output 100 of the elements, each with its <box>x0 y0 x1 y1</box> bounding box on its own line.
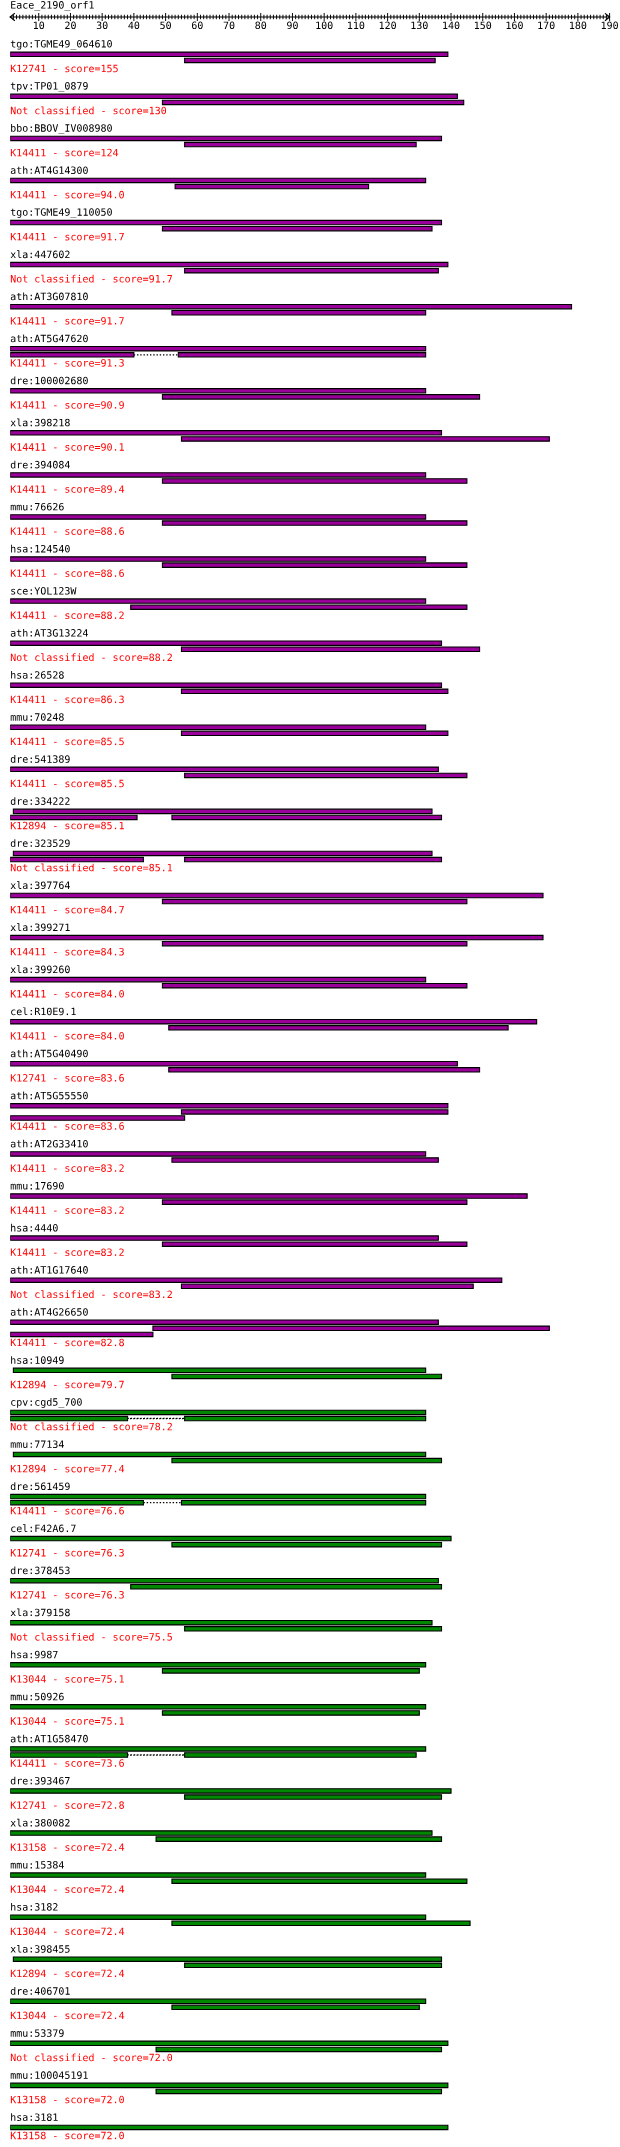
y-tick-label: dre:541389 <box>10 755 70 763</box>
y-tick-label: mmu:70248 <box>10 713 64 721</box>
x-tick-label: 100 <box>316 21 333 30</box>
annotation: K14411 - score=88.2 <box>10 611 124 620</box>
y-tick-label: ath:AT2G33410 <box>10 1139 88 1148</box>
y-tick-label: xla:399271 <box>10 923 70 932</box>
y-tick-label: xla:397764 <box>10 881 70 890</box>
x-tick-label: 140 <box>443 21 460 30</box>
annotation: K14411 - score=84.3 <box>10 947 124 956</box>
y-tick-label: ath:AT1G58470 <box>10 1734 88 1743</box>
x-tick-label: 190 <box>601 21 618 30</box>
y-tick-label: dre:561459 <box>10 1482 70 1491</box>
annotation: K14411 - score=88.6 <box>10 569 124 577</box>
annotation: K14411 - score=73.6 <box>10 1759 124 1767</box>
x-tick-label: 70 <box>223 21 235 30</box>
y-tick-label: tgo:TGME49_110050 <box>10 208 112 219</box>
y-tick-label: tpv:TP01_0879 <box>10 82 88 92</box>
annotation: K12894 - score=85.1 <box>10 821 124 830</box>
x-tick-label: 40 <box>128 21 140 30</box>
y-tick-label: cel:R10E9.1 <box>11 1007 76 1016</box>
y-tick-label: cel:F42A6.7 <box>11 1524 76 1533</box>
y-tick-label: xla:399260 <box>10 965 70 974</box>
y-tick-label: mmu:15384 <box>10 1861 64 1869</box>
annotation: Not classified - score=78.2 <box>10 1422 172 1431</box>
y-tick-label: ath:AT4G14300 <box>10 166 88 175</box>
annotation: K12741 - score=155 <box>10 64 118 73</box>
y-tick-label: mmu:53379 <box>10 2029 64 2037</box>
annotation: K14411 - score=88.6 <box>10 527 124 535</box>
y-tick-label: ath:AT3G07810 <box>10 292 88 301</box>
annotation: Not classified - score=85.1 <box>10 863 173 872</box>
x-tick-label: 60 <box>191 21 203 30</box>
annotation: K14411 - score=83.2 <box>10 1206 124 1214</box>
x-tick-label: 10 <box>33 21 45 30</box>
y-tick-label: hsa:3182 <box>11 1902 58 1911</box>
y-tick-label: mmu:77134 <box>10 1440 64 1449</box>
x-tick-label: 120 <box>379 21 396 30</box>
x-tick-label: 80 <box>255 21 267 30</box>
x-tick-label: 150 <box>474 21 492 30</box>
annotation: K14411 - score=89.4 <box>10 485 125 493</box>
y-tick-label: ath:AT5G55550 <box>10 1091 88 1100</box>
y-tick-label: tgo:TGME49_064610 <box>10 40 112 50</box>
x-tick-label: 50 <box>160 21 171 30</box>
annotation: K13158 - score=72.0 <box>10 2095 124 2104</box>
y-tick-label: dre:378453 <box>10 1566 70 1575</box>
annotation: K14411 - score=82.8 <box>10 1338 124 1347</box>
annotation: K12894 - score=77.4 <box>10 1464 125 1473</box>
y-tick-label: dre:393467 <box>10 1776 70 1785</box>
y-tick-label: dre:394084 <box>10 460 70 469</box>
y-tick-label: hsa:10949 <box>11 1356 64 1364</box>
annotation: K13158 - score=72.0 <box>10 2131 124 2140</box>
y-tick-label: ath:AT3G13224 <box>10 628 88 637</box>
annotation: Not classified - score=130 <box>10 106 167 115</box>
annotation: K14411 - score=84.0 <box>10 1032 124 1040</box>
annotation: Not classified - score=83.2 <box>10 1290 172 1299</box>
x-tick-label: 160 <box>506 21 523 30</box>
x-tick-label: 20 <box>65 21 76 30</box>
y-tick-label: ath:AT4G26650 <box>10 1307 88 1316</box>
annotation: K13044 - score=75.1 <box>10 1717 124 1725</box>
annotation: K14411 - score=90.1 <box>10 443 124 451</box>
y-tick-label: xla:398455 <box>10 1944 70 1953</box>
annotation: K12741 - score=83.6 <box>10 1074 124 1082</box>
y-tick-label: hsa:3181 <box>11 2113 58 2121</box>
annotation: K13044 - score=72.4 <box>10 1885 125 1894</box>
y-tick-label: bbo:BBOV_IV008980 <box>11 124 112 134</box>
y-tick-label: xla:398218 <box>10 418 70 427</box>
y-tick-label: xla:447602 <box>10 250 70 259</box>
annotation: K14411 - score=83.6 <box>10 1122 124 1130</box>
y-tick-label: xla:379158 <box>10 1608 70 1617</box>
annotation: K14411 - score=76.6 <box>10 1506 124 1515</box>
annotation: K14411 - score=124 <box>10 148 119 157</box>
y-tick-label: ath:AT5G40490 <box>10 1049 88 1058</box>
annotation: K12741 - score=72.8 <box>10 1801 124 1809</box>
annotation: K12741 - score=76.3 <box>10 1548 124 1557</box>
annotation: K14411 - score=86.3 <box>10 695 124 704</box>
y-tick-label: dre:406701 <box>10 1987 70 1995</box>
annotation: K13158 - score=72.4 <box>10 1843 125 1851</box>
annotation: K12894 - score=72.4 <box>10 1969 125 1978</box>
annotation: Not classified - score=91.7 <box>10 274 172 283</box>
x-tick-label: 110 <box>348 21 365 30</box>
annotation: K14411 - score=85.5 <box>10 737 124 746</box>
y-tick-label: sce:YOL123W <box>11 587 77 595</box>
y-tick-label: cpv:cgd5_700 <box>11 1398 82 1408</box>
y-tick-label: mmu:50926 <box>10 1692 64 1701</box>
y-tick-label: dre:323529 <box>10 839 70 847</box>
y-tick-label: mmu:100045191 <box>10 2071 88 2079</box>
annotation: K14411 - score=91.3 <box>10 359 124 367</box>
x-tick-label: 90 <box>287 21 298 30</box>
y-tick-label: mmu:17690 <box>10 1181 64 1190</box>
annotation: K12894 - score=79.7 <box>10 1380 124 1389</box>
annotation: K13044 - score=72.4 <box>10 1927 125 1936</box>
annotation: K13044 - score=72.4 <box>10 2011 125 2020</box>
y-tick-label: xla:380082 <box>10 1818 70 1827</box>
annotation: K12741 - score=76.3 <box>10 1591 124 1599</box>
y-tick-label: ath:AT5G47620 <box>10 334 88 343</box>
y-tick-label: dre:100002680 <box>10 376 88 385</box>
y-tick-label: hsa:4440 <box>11 1223 58 1232</box>
annotation: Not classified - score=75.5 <box>10 1632 172 1641</box>
annotation: K14411 - score=90.9 <box>10 401 124 409</box>
x-tick-label: 170 <box>538 21 555 30</box>
y-tick-label: ath:AT1G17640 <box>10 1265 88 1274</box>
